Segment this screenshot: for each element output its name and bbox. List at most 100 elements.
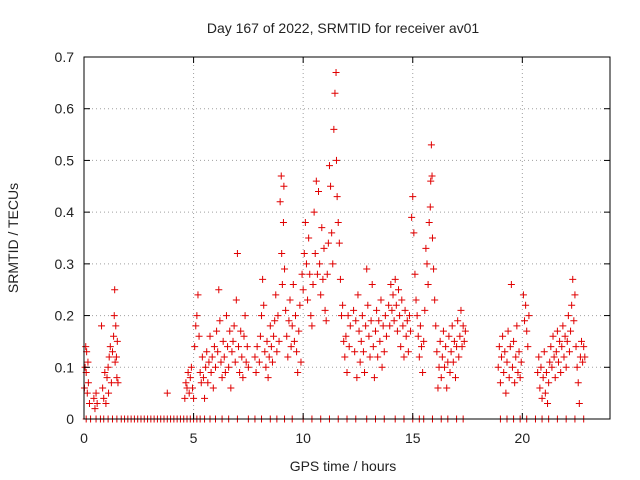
data-point	[317, 291, 325, 299]
data-point	[218, 374, 226, 382]
data-point	[197, 379, 205, 387]
data-point	[98, 322, 106, 330]
x-tick-label: 15	[405, 430, 421, 446]
data-point	[517, 358, 525, 366]
data-point	[112, 353, 120, 361]
data-point	[500, 368, 508, 376]
data-point	[397, 343, 405, 351]
data-point	[525, 312, 533, 320]
data-point	[445, 332, 453, 340]
data-point	[265, 353, 273, 361]
data-point	[219, 337, 227, 345]
y-tick-label: 0	[66, 411, 74, 427]
data-point	[225, 363, 233, 371]
data-point	[350, 306, 358, 314]
data-point	[451, 374, 459, 382]
data-point	[340, 337, 348, 345]
data-point	[364, 301, 372, 309]
data-point	[571, 291, 579, 299]
data-point	[333, 193, 341, 201]
data-point	[291, 312, 299, 320]
data-point	[184, 368, 192, 376]
data-point	[338, 312, 346, 320]
data-point	[401, 306, 409, 314]
data-point	[110, 312, 118, 320]
data-point	[425, 218, 433, 226]
data-point	[330, 125, 338, 133]
data-point	[252, 368, 260, 376]
data-point	[574, 379, 582, 387]
data-point	[229, 337, 237, 345]
data-point	[461, 327, 469, 335]
data-point	[163, 389, 171, 397]
data-point	[106, 343, 114, 351]
data-point	[295, 327, 303, 335]
data-point	[460, 337, 468, 345]
data-point	[271, 317, 279, 325]
data-point	[423, 260, 431, 268]
data-point	[377, 296, 385, 304]
data-point	[327, 182, 335, 190]
data-point	[390, 317, 398, 325]
data-point	[516, 374, 524, 382]
data-point	[511, 379, 519, 387]
data-point	[336, 275, 344, 283]
axis-ticks: 0 0.1 0.2 0.3 0.4 0.5 0.6 0.7 0 5 10 15 20	[55, 49, 610, 446]
data-point	[191, 343, 199, 351]
data-point	[418, 343, 426, 351]
data-point	[426, 203, 434, 211]
data-point	[505, 374, 513, 382]
data-point	[93, 399, 101, 407]
data-point	[428, 234, 436, 242]
data-point	[438, 353, 446, 361]
data-point	[111, 358, 119, 366]
data-point	[186, 374, 194, 382]
data-point	[296, 301, 304, 309]
data-point	[439, 327, 447, 335]
data-point	[222, 312, 230, 320]
data-point	[213, 327, 221, 335]
data-point	[536, 384, 544, 392]
data-point	[103, 374, 111, 382]
data-point	[281, 265, 289, 273]
data-point	[400, 353, 408, 361]
y-tick-label: 0.7	[55, 49, 75, 65]
data-point	[437, 374, 445, 382]
data-point	[356, 358, 364, 366]
data-point	[537, 363, 545, 371]
data-point	[524, 343, 532, 351]
data-point	[194, 291, 202, 299]
data-point	[217, 358, 225, 366]
data-point	[310, 208, 318, 216]
data-point	[111, 286, 119, 294]
data-point	[192, 322, 200, 330]
data-point	[562, 363, 570, 371]
data-point	[398, 296, 406, 304]
data-point	[355, 327, 363, 335]
data-point	[196, 368, 204, 376]
data-point	[386, 322, 394, 330]
data-point	[285, 317, 293, 325]
data-point	[102, 399, 110, 407]
data-point	[378, 363, 386, 371]
data-point	[193, 312, 201, 320]
data-point	[304, 296, 312, 304]
data-point	[212, 363, 219, 371]
data-point	[556, 337, 564, 345]
data-point	[266, 322, 274, 330]
data-point	[320, 244, 328, 252]
data-point	[456, 332, 464, 340]
data-point	[376, 337, 384, 345]
data-point	[454, 317, 462, 325]
data-point	[549, 332, 557, 340]
data-point	[361, 368, 369, 376]
data-point	[210, 343, 218, 351]
data-point	[187, 363, 195, 371]
data-point	[455, 353, 463, 361]
data-point	[205, 358, 213, 366]
data-point	[459, 322, 467, 330]
data-point	[288, 322, 296, 330]
data-point	[342, 332, 350, 340]
data-point	[422, 244, 430, 252]
